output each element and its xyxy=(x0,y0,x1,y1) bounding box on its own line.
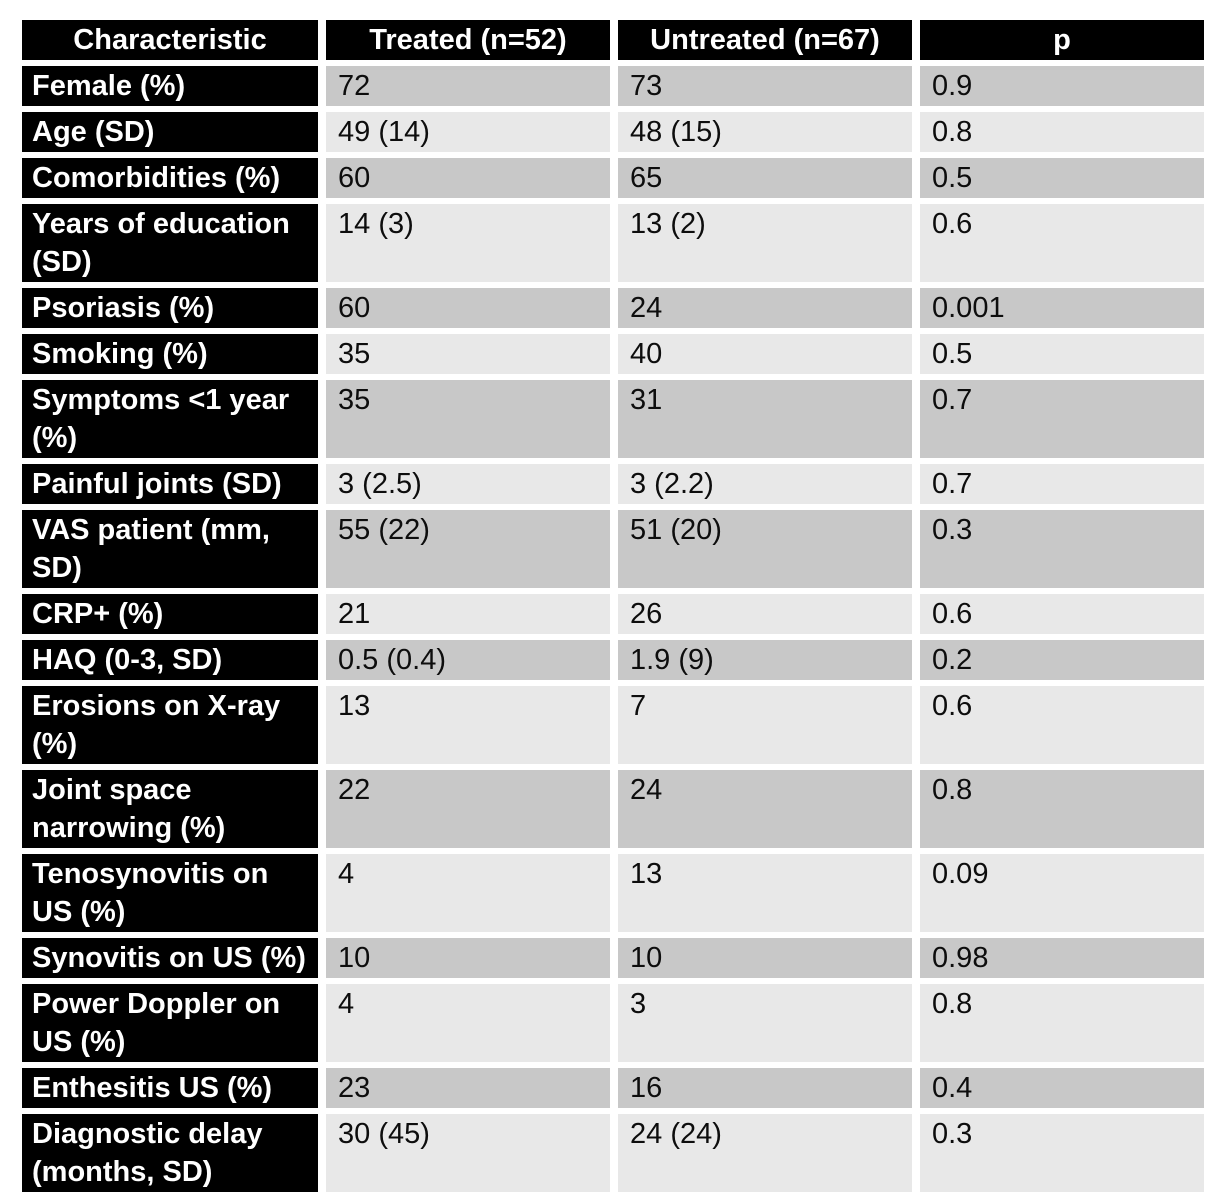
cell-p: 0.09 xyxy=(920,854,1204,932)
cell-treated: 72 xyxy=(326,66,610,106)
row-label-cell: Tenosynovitis on US (%) xyxy=(22,854,318,932)
cell-untreated: 3 xyxy=(618,984,912,1062)
cell-treated: 35 xyxy=(326,334,610,374)
cell-treated: 0.5 (0.4) xyxy=(326,640,610,680)
cell-p: 0.98 xyxy=(920,938,1204,978)
row-label-cell: Comorbidities (%) xyxy=(22,158,318,198)
cell-treated: 60 xyxy=(326,158,610,198)
cell-untreated: 3 (2.2) xyxy=(618,464,912,504)
table-row: Power Doppler on US (%) 4 3 0.8 xyxy=(22,984,1204,1062)
cell-p: 0.8 xyxy=(920,984,1204,1062)
cell-treated: 10 xyxy=(326,938,610,978)
row-label-cell: Power Doppler on US (%) xyxy=(22,984,318,1062)
row-label-cell: Psoriasis (%) xyxy=(22,288,318,328)
row-label-cell: Painful joints (SD) xyxy=(22,464,318,504)
cell-untreated: 24 xyxy=(618,770,912,848)
cell-treated: 3 (2.5) xyxy=(326,464,610,504)
cell-p: 0.6 xyxy=(920,594,1204,634)
table-row: Joint space narrowing (%) 22 24 0.8 xyxy=(22,770,1204,848)
cell-p: 0.5 xyxy=(920,158,1204,198)
table-body: Female (%) 72 73 0.9 Age (SD) 49 (14) 48… xyxy=(22,66,1204,1192)
cell-p: 0.2 xyxy=(920,640,1204,680)
cell-untreated: 7 xyxy=(618,686,912,764)
row-label-cell: Enthesitis US (%) xyxy=(22,1068,318,1108)
cell-untreated: 31 xyxy=(618,380,912,458)
table-row: Tenosynovitis on US (%) 4 13 0.09 xyxy=(22,854,1204,932)
col-header-p: p xyxy=(920,20,1204,60)
row-label-cell: Age (SD) xyxy=(22,112,318,152)
cell-treated: 21 xyxy=(326,594,610,634)
cell-p: 0.8 xyxy=(920,770,1204,848)
row-label-cell: Joint space narrowing (%) xyxy=(22,770,318,848)
row-label-cell: Erosions on X-ray (%) xyxy=(22,686,318,764)
cell-untreated: 26 xyxy=(618,594,912,634)
cell-untreated: 1.9 (9) xyxy=(618,640,912,680)
cell-untreated: 10 xyxy=(618,938,912,978)
cell-p: 0.4 xyxy=(920,1068,1204,1108)
table-row: Synovitis on US (%) 10 10 0.98 xyxy=(22,938,1204,978)
row-label-cell: VAS patient (mm, SD) xyxy=(22,510,318,588)
cell-untreated: 48 (15) xyxy=(618,112,912,152)
row-label-cell: Female (%) xyxy=(22,66,318,106)
table-row: Enthesitis US (%) 23 16 0.4 xyxy=(22,1068,1204,1108)
table-row: Years of education (SD) 14 (3) 13 (2) 0.… xyxy=(22,204,1204,282)
cell-p: 0.7 xyxy=(920,464,1204,504)
cell-untreated: 51 (20) xyxy=(618,510,912,588)
cell-untreated: 65 xyxy=(618,158,912,198)
table-row: Painful joints (SD) 3 (2.5) 3 (2.2) 0.7 xyxy=(22,464,1204,504)
cell-treated: 14 (3) xyxy=(326,204,610,282)
table-row: Psoriasis (%) 60 24 0.001 xyxy=(22,288,1204,328)
cell-p: 0.3 xyxy=(920,510,1204,588)
cell-p: 0.001 xyxy=(920,288,1204,328)
cell-p: 0.8 xyxy=(920,112,1204,152)
row-label-cell: Diagnostic delay (months, SD) xyxy=(22,1114,318,1192)
cell-p: 0.6 xyxy=(920,204,1204,282)
row-label-cell: Smoking (%) xyxy=(22,334,318,374)
cell-p: 0.5 xyxy=(920,334,1204,374)
table-row: Female (%) 72 73 0.9 xyxy=(22,66,1204,106)
row-label-cell: Synovitis on US (%) xyxy=(22,938,318,978)
col-header-characteristic: Characteristic xyxy=(22,20,318,60)
cell-p: 0.9 xyxy=(920,66,1204,106)
cell-untreated: 40 xyxy=(618,334,912,374)
table-row: Erosions on X-ray (%) 13 7 0.6 xyxy=(22,686,1204,764)
cell-untreated: 24 (24) xyxy=(618,1114,912,1192)
table-row: CRP+ (%) 21 26 0.6 xyxy=(22,594,1204,634)
table-row: Diagnostic delay (months, SD) 30 (45) 24… xyxy=(22,1114,1204,1192)
cell-untreated: 16 xyxy=(618,1068,912,1108)
table-row: Smoking (%) 35 40 0.5 xyxy=(22,334,1204,374)
cell-treated: 60 xyxy=(326,288,610,328)
cell-treated: 4 xyxy=(326,984,610,1062)
cell-treated: 23 xyxy=(326,1068,610,1108)
cell-p: 0.7 xyxy=(920,380,1204,458)
cell-treated: 4 xyxy=(326,854,610,932)
cell-untreated: 73 xyxy=(618,66,912,106)
cell-p: 0.6 xyxy=(920,686,1204,764)
table-row: HAQ (0-3, SD) 0.5 (0.4) 1.9 (9) 0.2 xyxy=(22,640,1204,680)
cell-treated: 30 (45) xyxy=(326,1114,610,1192)
cell-treated: 13 xyxy=(326,686,610,764)
col-header-treated: Treated (n=52) xyxy=(326,20,610,60)
row-label-cell: HAQ (0-3, SD) xyxy=(22,640,318,680)
row-label-cell: CRP+ (%) xyxy=(22,594,318,634)
characteristics-table: Characteristic Treated (n=52) Untreated … xyxy=(14,14,1212,1198)
header-row: Characteristic Treated (n=52) Untreated … xyxy=(22,20,1204,60)
cell-treated: 35 xyxy=(326,380,610,458)
cell-untreated: 13 (2) xyxy=(618,204,912,282)
table-row: Comorbidities (%) 60 65 0.5 xyxy=(22,158,1204,198)
row-label-cell: Years of education (SD) xyxy=(22,204,318,282)
row-label-cell: Symptoms <1 year (%) xyxy=(22,380,318,458)
table-row: Symptoms <1 year (%) 35 31 0.7 xyxy=(22,380,1204,458)
table-row: VAS patient (mm, SD) 55 (22) 51 (20) 0.3 xyxy=(22,510,1204,588)
col-header-untreated: Untreated (n=67) xyxy=(618,20,912,60)
cell-untreated: 24 xyxy=(618,288,912,328)
table-header: Characteristic Treated (n=52) Untreated … xyxy=(22,20,1204,60)
cell-treated: 49 (14) xyxy=(326,112,610,152)
cell-treated: 22 xyxy=(326,770,610,848)
cell-p: 0.3 xyxy=(920,1114,1204,1192)
table-row: Age (SD) 49 (14) 48 (15) 0.8 xyxy=(22,112,1204,152)
cell-untreated: 13 xyxy=(618,854,912,932)
cell-treated: 55 (22) xyxy=(326,510,610,588)
